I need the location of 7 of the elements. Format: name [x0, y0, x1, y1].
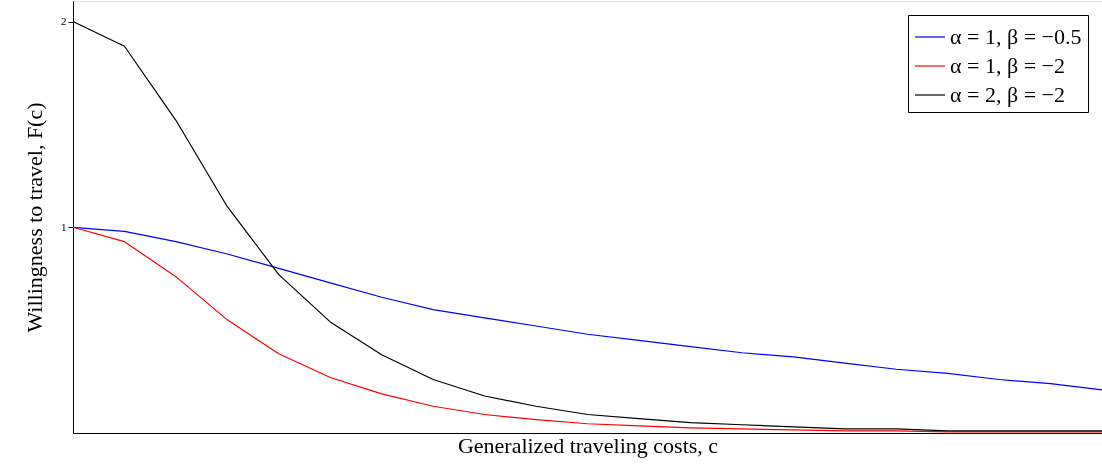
legend-label: α = 2, β = −2 — [950, 82, 1065, 107]
y-axis-title: Willingness to travel, F(c) — [22, 102, 47, 333]
legend-label: α = 1, β = −0.5 — [950, 24, 1082, 49]
y-tick-label: 2 — [61, 15, 67, 28]
x-axis-title: Generalized traveling costs, c — [457, 432, 719, 458]
y-tick-label: 1 — [61, 220, 67, 233]
legend-label: α = 1, β = −2 — [950, 53, 1065, 78]
